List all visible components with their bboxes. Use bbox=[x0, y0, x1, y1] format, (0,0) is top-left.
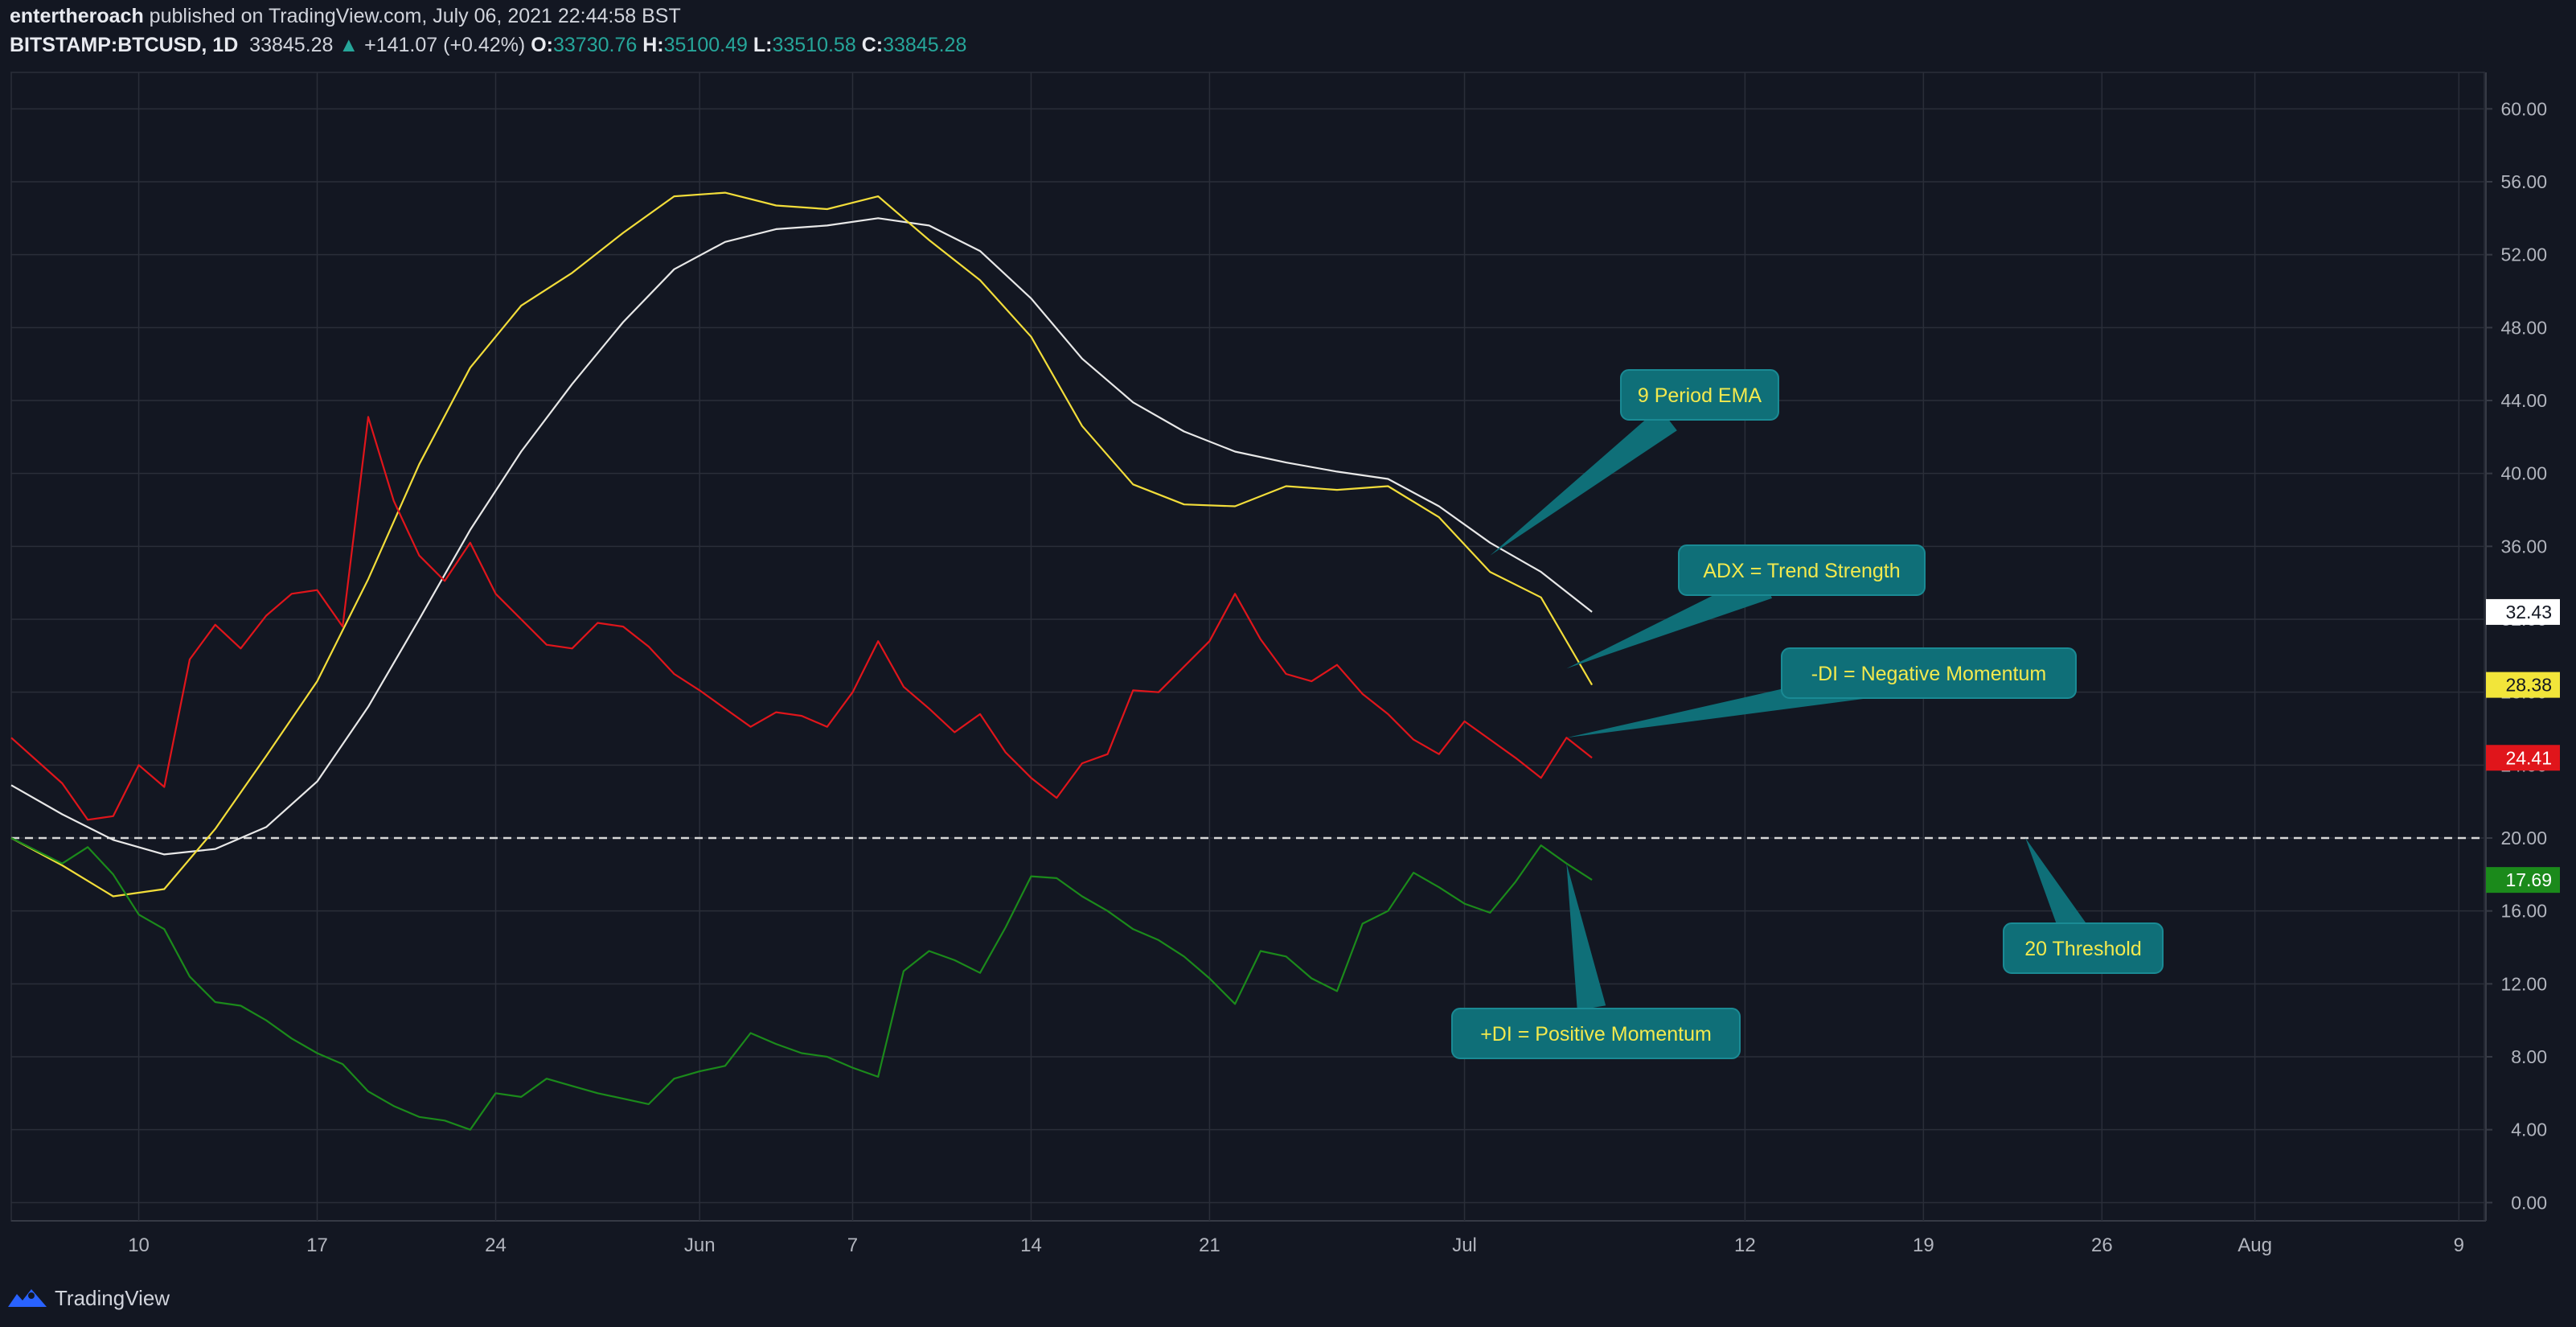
x-tick-label: Aug bbox=[2238, 1235, 2272, 1256]
series-line-ema[interactable] bbox=[10, 217, 1593, 856]
annotation-threshold-box[interactable] bbox=[2003, 922, 2164, 974]
high-value: 35100.49 bbox=[663, 34, 748, 56]
last-value-label-minus_di: 24.41 bbox=[2505, 747, 2552, 768]
low-value: 33510.58 bbox=[772, 34, 856, 56]
close-label: C: bbox=[861, 34, 884, 56]
annotation-plus-di-pointer bbox=[1566, 863, 1606, 1011]
y-tick-label: 8.00 bbox=[2511, 1046, 2547, 1067]
footer: TradingView bbox=[6, 1282, 170, 1314]
y-tick-label: 20.00 bbox=[2500, 828, 2547, 848]
last-price: 33845.28 bbox=[249, 34, 334, 56]
x-tick-label: 10 bbox=[128, 1235, 150, 1256]
last-value-label-ema: 32.43 bbox=[2505, 602, 2552, 622]
series-line-adx[interactable] bbox=[10, 191, 1594, 898]
annotation-threshold-pointer bbox=[2025, 838, 2088, 939]
annotation-adx-text: ADX = Trend Strength bbox=[1703, 560, 1900, 582]
price-change: +141.07 (+0.42%) bbox=[364, 34, 526, 56]
x-tick-label: Jun bbox=[684, 1235, 716, 1256]
x-tick-label: 12 bbox=[1734, 1235, 1756, 1256]
published-text: published on TradingView.com, July 06, 2… bbox=[149, 5, 681, 27]
y-tick-label: 44.00 bbox=[2500, 390, 2547, 411]
y-tick-label: 40.00 bbox=[2500, 463, 2547, 484]
plot-frame bbox=[10, 72, 2485, 1222]
x-tick-label: 17 bbox=[306, 1235, 328, 1256]
up-arrow-icon: ▲ bbox=[338, 34, 359, 56]
tradingview-logo-icon[interactable] bbox=[6, 1286, 48, 1310]
high-label: H: bbox=[642, 34, 664, 56]
last-value-label-adx: 28.38 bbox=[2505, 675, 2552, 696]
annotation-minus-di-box[interactable] bbox=[1781, 647, 2077, 699]
low-label: L: bbox=[753, 34, 773, 56]
annotation-9-period-ema-pointer bbox=[1490, 407, 1677, 556]
ohlc-legend: BITSTAMP:BTCUSD, 1D 33845.28 ▲ +141.07 (… bbox=[10, 34, 966, 57]
annotation-plus-di-text: +DI = Positive Momentum bbox=[1480, 1023, 1712, 1046]
y-tick-label: 0.00 bbox=[2511, 1192, 2547, 1213]
x-tick-label: 9 bbox=[2454, 1235, 2464, 1256]
y-tick-label: 36.00 bbox=[2500, 536, 2547, 557]
annotation-minus-di-text: -DI = Negative Momentum bbox=[1811, 663, 2046, 685]
x-tick-label: 19 bbox=[1913, 1235, 1934, 1256]
annotation-9-period-ema-box[interactable] bbox=[1620, 369, 1779, 421]
last-value-badge-ema bbox=[2486, 598, 2560, 625]
footer-brand[interactable]: TradingView bbox=[55, 1285, 170, 1310]
y-tick-label: 56.00 bbox=[2500, 171, 2547, 192]
publish-info: entertheroach published on TradingView.c… bbox=[10, 5, 681, 28]
y-tick-label: 12.00 bbox=[2500, 973, 2547, 994]
author-name[interactable]: entertheroach bbox=[10, 5, 144, 27]
x-tick-label: 26 bbox=[2091, 1235, 2113, 1256]
x-tick-label: 14 bbox=[1020, 1235, 1042, 1256]
close-value: 33845.28 bbox=[883, 34, 967, 56]
y-tick-label: 48.00 bbox=[2500, 317, 2547, 338]
last-value-badge-adx bbox=[2486, 672, 2560, 698]
x-tick-label: 7 bbox=[847, 1235, 858, 1256]
x-tick-label: 24 bbox=[485, 1235, 507, 1256]
series-line-minus_di[interactable] bbox=[10, 416, 1593, 821]
y-tick-label: 16.00 bbox=[2500, 901, 2547, 922]
open-label: O: bbox=[531, 34, 553, 56]
y-tick-label: 52.00 bbox=[2500, 244, 2547, 265]
y-tick-label: 4.00 bbox=[2511, 1120, 2547, 1140]
y-tick-label: 60.00 bbox=[2500, 98, 2547, 119]
series-line-plus_di[interactable] bbox=[10, 837, 1593, 1131]
open-value: 33730.76 bbox=[553, 34, 638, 56]
last-value-badge-plus_di bbox=[2486, 867, 2560, 894]
last-value-label-plus_di: 17.69 bbox=[2505, 869, 2552, 890]
annotation-threshold-text: 20 Threshold bbox=[2024, 938, 2141, 960]
x-tick-label: 21 bbox=[1199, 1235, 1220, 1256]
annotation-adx-box[interactable] bbox=[1678, 544, 1926, 596]
last-value-badge-minus_di bbox=[2486, 745, 2560, 771]
annotation-9-period-ema-text: 9 Period EMA bbox=[1638, 384, 1762, 407]
symbol-label[interactable]: BITSTAMP:BTCUSD, 1D bbox=[10, 34, 239, 56]
annotation-plus-di-box[interactable] bbox=[1451, 1008, 1741, 1059]
x-tick-label: Jul bbox=[1452, 1235, 1477, 1256]
